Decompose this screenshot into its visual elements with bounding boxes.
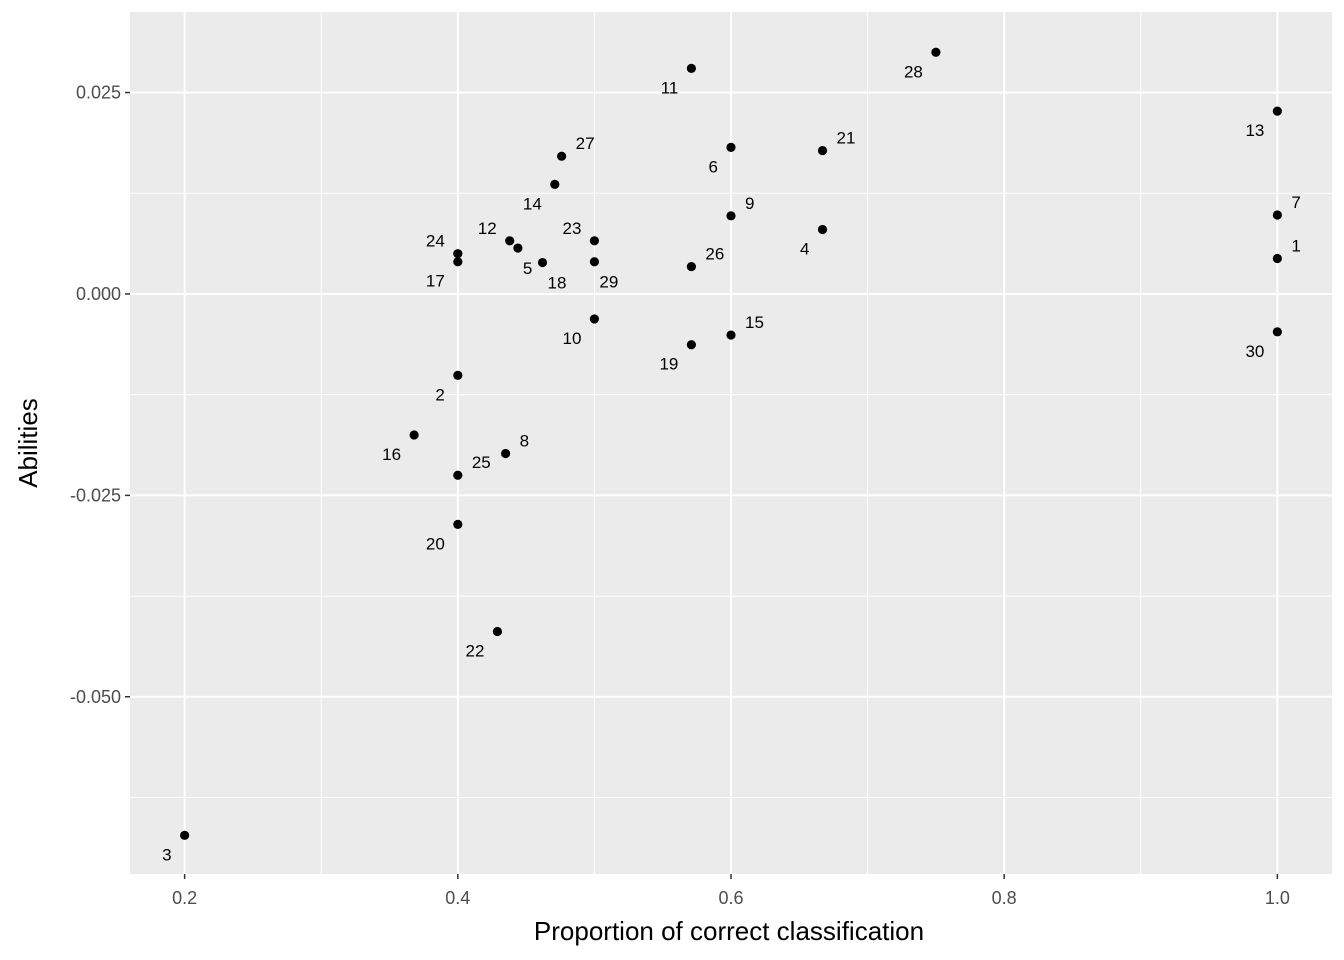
data-point <box>513 243 523 253</box>
data-point <box>453 470 463 480</box>
point-label: 18 <box>548 274 567 293</box>
data-point <box>686 63 696 73</box>
data-point <box>453 249 463 259</box>
data-point <box>501 448 511 459</box>
point-label: 16 <box>382 445 401 464</box>
point-label: 20 <box>426 534 445 553</box>
point-label: 7 <box>1291 193 1300 212</box>
x-tick-label: 0.4 <box>445 888 470 908</box>
data-point <box>1272 327 1282 337</box>
x-tick-label: 0.2 <box>172 888 197 908</box>
point-label: 25 <box>472 453 491 472</box>
point-label: 13 <box>1245 121 1264 140</box>
data-point <box>931 47 941 57</box>
point-label: 4 <box>800 240 809 259</box>
data-point <box>557 151 567 161</box>
point-label: 28 <box>904 62 923 81</box>
point-label: 6 <box>709 157 718 176</box>
point-label: 15 <box>745 313 764 332</box>
data-point <box>726 330 736 340</box>
point-label: 8 <box>520 431 529 450</box>
data-point <box>537 257 548 268</box>
point-label: 2 <box>435 385 444 404</box>
y-tick-label: 0.000 <box>76 284 121 304</box>
point-label: 21 <box>837 129 856 148</box>
data-point <box>1272 210 1282 220</box>
data-point <box>180 830 190 840</box>
data-point <box>686 340 696 350</box>
data-point <box>817 145 828 156</box>
data-point <box>589 314 600 324</box>
data-point <box>589 236 600 246</box>
data-point <box>550 179 560 189</box>
data-point <box>726 211 736 221</box>
data-point <box>453 519 463 529</box>
y-tick-label: -0.025 <box>70 485 121 505</box>
data-point <box>1272 106 1282 116</box>
data-point <box>726 142 736 152</box>
point-label: 19 <box>659 355 678 374</box>
point-label: 9 <box>745 194 754 213</box>
point-label: 11 <box>661 78 679 97</box>
data-point <box>817 224 828 235</box>
y-tick-label: -0.050 <box>70 687 121 707</box>
x-axis: 0.2 0.4 0.6 0.8 1.0 <box>172 874 1290 908</box>
y-axis: -0.050 -0.025 0.000 0.025 <box>70 83 130 707</box>
point-label: 12 <box>478 219 497 238</box>
data-point <box>1272 253 1282 264</box>
point-label: 24 <box>426 232 445 251</box>
x-tick-label: 0.8 <box>992 888 1017 908</box>
data-point <box>453 370 463 380</box>
y-axis-title: Abilities <box>13 398 43 488</box>
x-tick-label: 1.0 <box>1265 888 1290 908</box>
point-label: 26 <box>705 245 724 264</box>
point-label: 1 <box>1291 237 1300 256</box>
x-axis-title: Proportion of correct classification <box>534 916 924 946</box>
point-label: 5 <box>523 259 532 278</box>
point-label: 27 <box>576 134 595 153</box>
data-point <box>492 626 503 637</box>
point-label: 14 <box>523 194 542 213</box>
data-point <box>453 257 463 267</box>
point-label: 23 <box>562 219 581 238</box>
point-label: 22 <box>466 642 485 661</box>
data-point <box>686 261 696 272</box>
data-points <box>180 47 1282 840</box>
major-gridlines <box>130 12 1332 874</box>
x-tick-label: 0.6 <box>718 888 743 908</box>
point-label: 17 <box>426 272 445 291</box>
point-label: 3 <box>162 845 171 864</box>
point-label: 30 <box>1245 342 1264 361</box>
y-tick-label: 0.025 <box>76 83 121 103</box>
data-point <box>409 430 419 440</box>
data-point <box>505 236 515 246</box>
data-point <box>589 257 600 267</box>
point-label: 29 <box>599 273 618 292</box>
point-label: 10 <box>562 329 581 348</box>
